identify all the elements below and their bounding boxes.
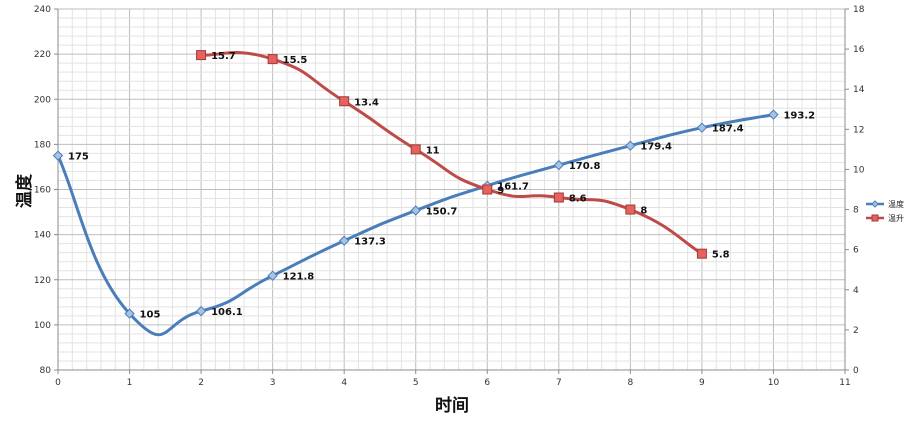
series-1-point xyxy=(338,235,350,246)
y2-tick-label: 8 xyxy=(853,206,859,216)
y2-tick-label: 4 xyxy=(853,286,859,296)
series-1-point xyxy=(410,205,421,216)
y-tick-label: 100 xyxy=(34,321,51,331)
x-tick-label: 5 xyxy=(413,378,419,388)
y-axis-title: 温度 xyxy=(14,173,35,208)
data-labels: 175 105 106.1 121.8 137.3 150.7 161.7 170.8 179.… xyxy=(68,51,815,320)
x-axis-ticks: 0 1 2 3 4 5 6 7 8 9 10 11 xyxy=(55,370,851,388)
y2-tick-label: 12 xyxy=(853,125,864,135)
y-tick-label: 200 xyxy=(34,95,51,105)
series-2-point xyxy=(696,248,707,259)
data-label: 8.6 xyxy=(569,194,587,205)
y-tick-label: 240 xyxy=(34,5,51,15)
series-line-1 xyxy=(56,113,774,337)
data-label: 13.4 xyxy=(354,97,379,108)
y2-tick-label: 16 xyxy=(853,45,865,55)
series-2-point xyxy=(196,50,207,61)
data-label: 105 xyxy=(140,310,161,321)
y2-tick-label: 2 xyxy=(853,326,859,336)
y-tick-label: 120 xyxy=(34,276,51,286)
series-2-point xyxy=(553,192,564,203)
series-group xyxy=(52,50,779,337)
y-tick-label: 220 xyxy=(34,50,51,60)
series-1-point xyxy=(553,159,565,171)
x-tick-label: 6 xyxy=(484,378,490,388)
data-label: 106.1 xyxy=(211,307,243,318)
series-2-point xyxy=(267,54,278,65)
data-label: 121.8 xyxy=(283,272,315,283)
y-tick-label: 160 xyxy=(34,186,51,196)
x-tick-label: 3 xyxy=(270,378,276,388)
series-1-point xyxy=(768,109,779,120)
grid-lines xyxy=(57,8,846,371)
data-label: 5.8 xyxy=(712,250,730,261)
x-tick-label: 7 xyxy=(556,378,562,388)
series-line-2 xyxy=(201,51,703,255)
x-axis-title: 时间 xyxy=(435,395,469,416)
x-tick-label: 2 xyxy=(198,378,204,388)
x-tick-label: 10 xyxy=(768,378,780,388)
y2-tick-label: 18 xyxy=(853,5,865,15)
y2-tick-label: 6 xyxy=(853,246,859,256)
series-2-point xyxy=(339,96,350,107)
series-2-point xyxy=(625,204,636,215)
y-tick-label: 140 xyxy=(34,231,51,241)
legend-marker xyxy=(871,200,879,208)
data-label: 193.2 xyxy=(783,111,815,122)
series-2-point xyxy=(410,144,421,155)
y-tick-label: 80 xyxy=(40,366,52,376)
data-label: 137.3 xyxy=(354,237,386,248)
x-tick-label: 9 xyxy=(699,378,705,388)
y2-axis-ticks: 0 2 4 6 8 10 12 14 16 18 xyxy=(845,5,865,376)
x-tick-label: 8 xyxy=(627,378,633,388)
series-2-point xyxy=(482,184,493,195)
x-tick-label: 11 xyxy=(839,378,850,388)
y-axis-ticks: 80 100 120 140 160 180 200 220 240 xyxy=(34,5,58,376)
y2-tick-label: 14 xyxy=(853,85,865,95)
data-label: 161.7 xyxy=(497,182,529,193)
series-1-point xyxy=(195,305,207,317)
legend-label: 温度 xyxy=(888,199,904,209)
data-label: 9 xyxy=(497,186,504,197)
x-tick-label: 4 xyxy=(341,378,347,388)
data-label: 8 xyxy=(640,206,647,217)
data-label: 170.8 xyxy=(569,161,601,172)
data-label: 175 xyxy=(68,152,89,163)
series-1-point xyxy=(52,150,64,161)
y2-tick-label: 10 xyxy=(853,165,865,175)
y2-tick-label: 0 xyxy=(853,366,859,376)
data-label: 150.7 xyxy=(426,206,458,217)
series-1-point xyxy=(124,308,135,319)
data-label: 11 xyxy=(426,145,440,156)
x-tick-label: 1 xyxy=(127,378,133,388)
data-label: 15.5 xyxy=(283,55,308,66)
y-tick-label: 180 xyxy=(34,140,51,150)
series-1-point xyxy=(267,270,278,281)
legend-label: 温升 xyxy=(888,214,904,223)
data-label: 179.4 xyxy=(640,142,672,153)
x-tick-label: 0 xyxy=(55,378,61,388)
legend-marker xyxy=(871,214,879,222)
series-1-point xyxy=(625,140,636,151)
data-label: 187.4 xyxy=(712,124,744,135)
data-label: 15.7 xyxy=(211,51,236,62)
series-1-point xyxy=(696,122,708,133)
